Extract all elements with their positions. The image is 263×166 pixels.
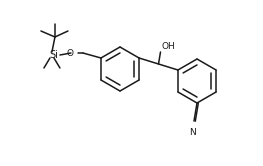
- Text: O: O: [67, 48, 74, 57]
- Text: N: N: [190, 128, 196, 137]
- Text: OH: OH: [161, 42, 175, 51]
- Text: Si: Si: [49, 50, 58, 60]
